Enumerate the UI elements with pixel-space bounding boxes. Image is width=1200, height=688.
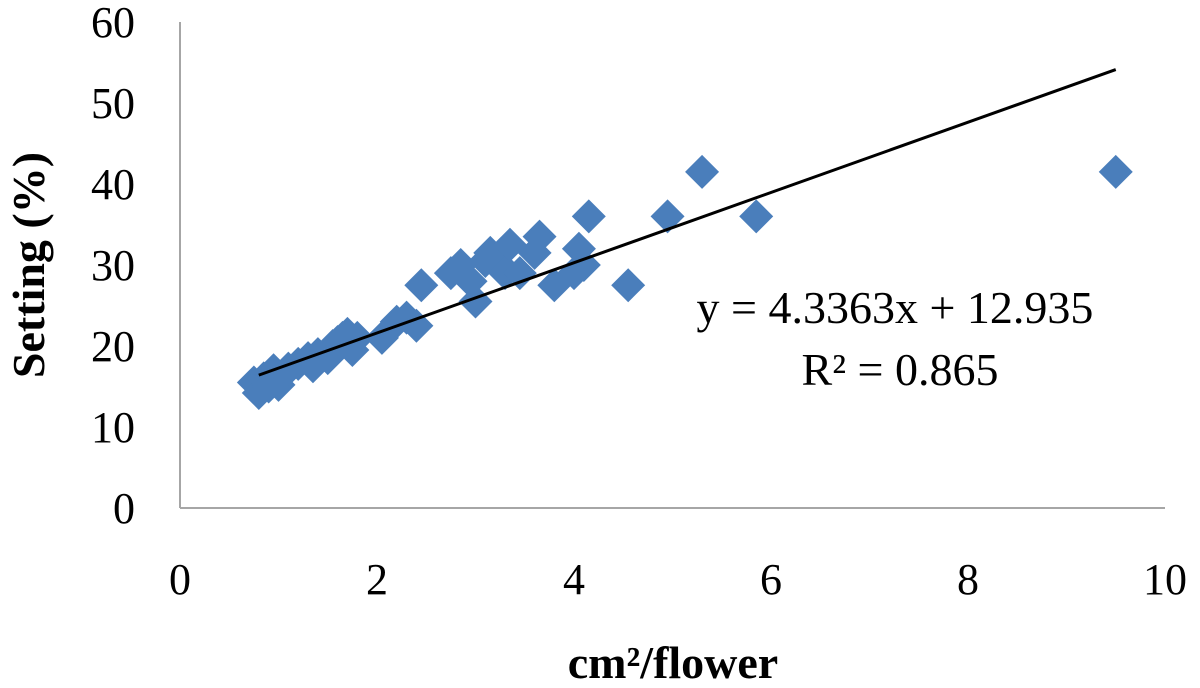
data-point <box>502 256 537 291</box>
y-tick-labels: 0 10 20 30 40 50 60 <box>91 0 135 533</box>
equation-label: y = 4.3363x + 12.935 <box>697 282 1094 333</box>
x-tick-label: 4 <box>563 555 585 604</box>
data-point <box>458 284 493 319</box>
x-tick-label: 10 <box>1143 555 1187 604</box>
data-point <box>1098 154 1133 189</box>
data-point <box>611 268 646 303</box>
x-tick-labels: 0 2 4 6 8 10 <box>169 555 1187 604</box>
data-point <box>522 219 557 254</box>
y-tick-label: 50 <box>91 79 135 128</box>
y-axis-title: Setting (%) <box>3 152 54 378</box>
x-tick-label: 2 <box>366 555 388 604</box>
y-tick-label: 30 <box>91 241 135 290</box>
x-tick-label: 0 <box>169 555 191 604</box>
y-tick-label: 40 <box>91 160 135 209</box>
data-point <box>340 320 375 355</box>
trendline <box>258 68 1117 377</box>
x-tick-label: 6 <box>760 555 782 604</box>
y-tick-label: 0 <box>113 484 135 533</box>
y-tick-label: 60 <box>91 0 135 47</box>
data-points <box>236 154 1133 410</box>
y-tick-label: 20 <box>91 322 135 371</box>
data-point <box>739 199 774 234</box>
plot-area: 0 2 4 6 8 10 0 10 20 30 40 50 60 <box>91 0 1187 604</box>
data-point <box>571 199 606 234</box>
data-point <box>685 154 720 189</box>
data-point <box>404 268 439 303</box>
x-tick-label: 8 <box>957 555 979 604</box>
r-squared-label: R² = 0.865 <box>802 344 999 395</box>
y-tick-label: 10 <box>91 403 135 452</box>
x-axis-title: cm²/flower <box>568 637 778 688</box>
